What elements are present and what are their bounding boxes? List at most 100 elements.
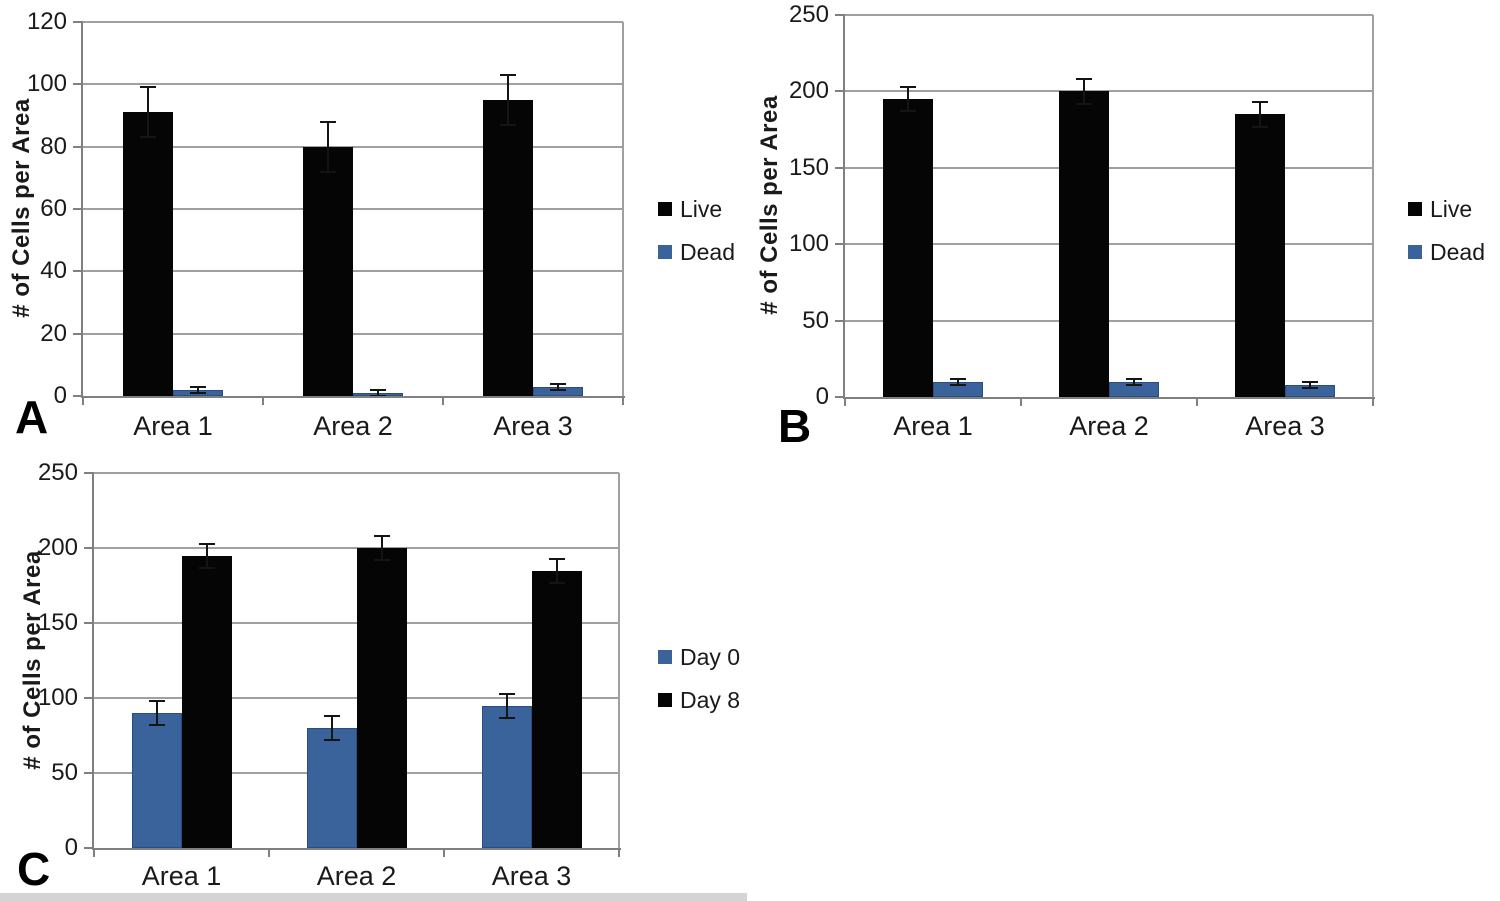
error-bar-cap-bottom [370,395,386,397]
gridline [94,697,619,699]
panel-letter-b: B [778,400,812,452]
error-bar-cap-bottom [498,716,515,719]
y-axis-tick [73,332,83,335]
gridline [94,547,619,549]
gridline [845,14,1373,16]
gridline [845,243,1373,246]
x-axis-tick [844,397,846,406]
legend-swatch [1408,202,1422,216]
legend-label: Day 8 [680,687,741,713]
x-axis-line [81,396,625,398]
error-bar-cap-bottom [198,566,215,569]
y-tick-label: 100 [37,684,78,711]
error-bar-live-area-3 [1259,102,1261,127]
error-bar-cap-top [1076,78,1092,81]
y-tick-label: 40 [40,257,67,285]
y-tick-label: 250 [788,1,829,28]
y-tick-label: 50 [802,306,829,334]
error-bar-dead-area-3 [1309,381,1311,388]
error-bar-cap-top [1302,380,1318,383]
bar-live-area-3 [1235,114,1285,397]
y-axis-title: # of Cells per Area [19,549,46,770]
error-bar-live-area-1 [907,86,909,112]
x-axis-tick [443,848,445,857]
legend-swatch [658,650,672,664]
error-bar-day-8-area-3 [555,558,558,583]
bar-dead-area-1 [933,381,983,397]
x-axis-tick [618,848,620,857]
gridline [845,90,1373,93]
bar-live-area-1 [123,112,173,396]
gridline [94,472,619,474]
y-tick-label: 150 [788,153,829,181]
error-bar-dead-area-1 [957,378,959,385]
error-bar-cap-top [320,120,336,123]
legend-item-day-0: Day 0 [658,644,740,670]
error-bar-cap-bottom [373,559,390,561]
error-bar-cap-top [500,73,516,76]
error-bar-cap-bottom [140,136,156,139]
legend-item-dead: Dead [658,239,735,265]
error-bar-cap-top [1126,377,1142,380]
error-bar-cap-top [548,557,565,560]
y-tick-label: 0 [815,383,829,410]
error-bar-cap-top [140,86,156,89]
error-bar-cap-bottom [900,110,916,113]
x-category-label: Area 2 [313,411,393,441]
error-bar-cap-top [1252,101,1268,104]
x-category-label: Area 1 [133,411,213,441]
bar-dead-area-3 [533,386,583,396]
y-tick-label: 0 [53,382,67,409]
error-bar-cap-top [550,382,566,385]
error-bar-dead-area-1 [197,386,199,393]
x-category-label: Area 2 [1069,411,1149,441]
error-bar-cap-top [950,377,966,380]
bar-day-0-area-1 [131,713,182,848]
gridline [83,270,623,273]
error-bar-live-area-1 [147,87,149,138]
x-category-label: Area 1 [893,411,973,441]
gridline [83,332,623,335]
error-bar-cap-bottom [1302,386,1318,389]
y-axis-tick [84,847,94,849]
y-tick-label: 50 [51,759,78,786]
x-axis-tick [262,396,264,405]
bar-dead-area-1 [173,389,223,396]
y-axis-title: # of Cells per Area [8,98,35,318]
y-axis-tick [835,243,845,246]
y-axis-tick [835,166,845,169]
legend-label: Day 0 [680,644,741,670]
bar-dead-area-3 [1285,384,1335,397]
gridline [94,622,619,624]
error-bar-day-8-area-2 [380,536,383,560]
bar-day-8-area-2 [356,548,407,848]
y-axis-tick [73,270,83,273]
gridline [94,772,619,774]
error-bar-live-area-2 [327,121,329,172]
error-bar-dead-area-2 [377,389,379,396]
y-axis-title: # of Cells per Area [756,95,783,315]
x-category-label: Area 2 [316,861,397,891]
y-tick-label: 60 [40,195,67,222]
legend-label: Live [1430,196,1473,222]
error-bar-cap-bottom [500,123,516,126]
y-tick-label: 20 [40,319,67,347]
x-axis-tick [82,396,84,405]
scan-edge-artifact [0,893,747,901]
plot-right-border [618,473,620,848]
error-bar-day-0-area-3 [505,693,508,718]
x-axis-tick [1372,397,1374,406]
error-bar-dead-area-2 [1133,378,1135,385]
y-tick-label: 100 [788,230,829,258]
y-axis-tick [835,396,845,398]
y-axis-line [92,473,94,850]
error-bar-cap-bottom [1252,125,1268,128]
x-category-label: Area 3 [493,411,573,441]
legend-label: Live [680,196,723,222]
x-category-label: Area 3 [1245,411,1325,441]
error-bar-cap-bottom [1076,102,1092,105]
bar-live-area-2 [1059,91,1109,397]
error-bar-cap-bottom [550,388,566,391]
